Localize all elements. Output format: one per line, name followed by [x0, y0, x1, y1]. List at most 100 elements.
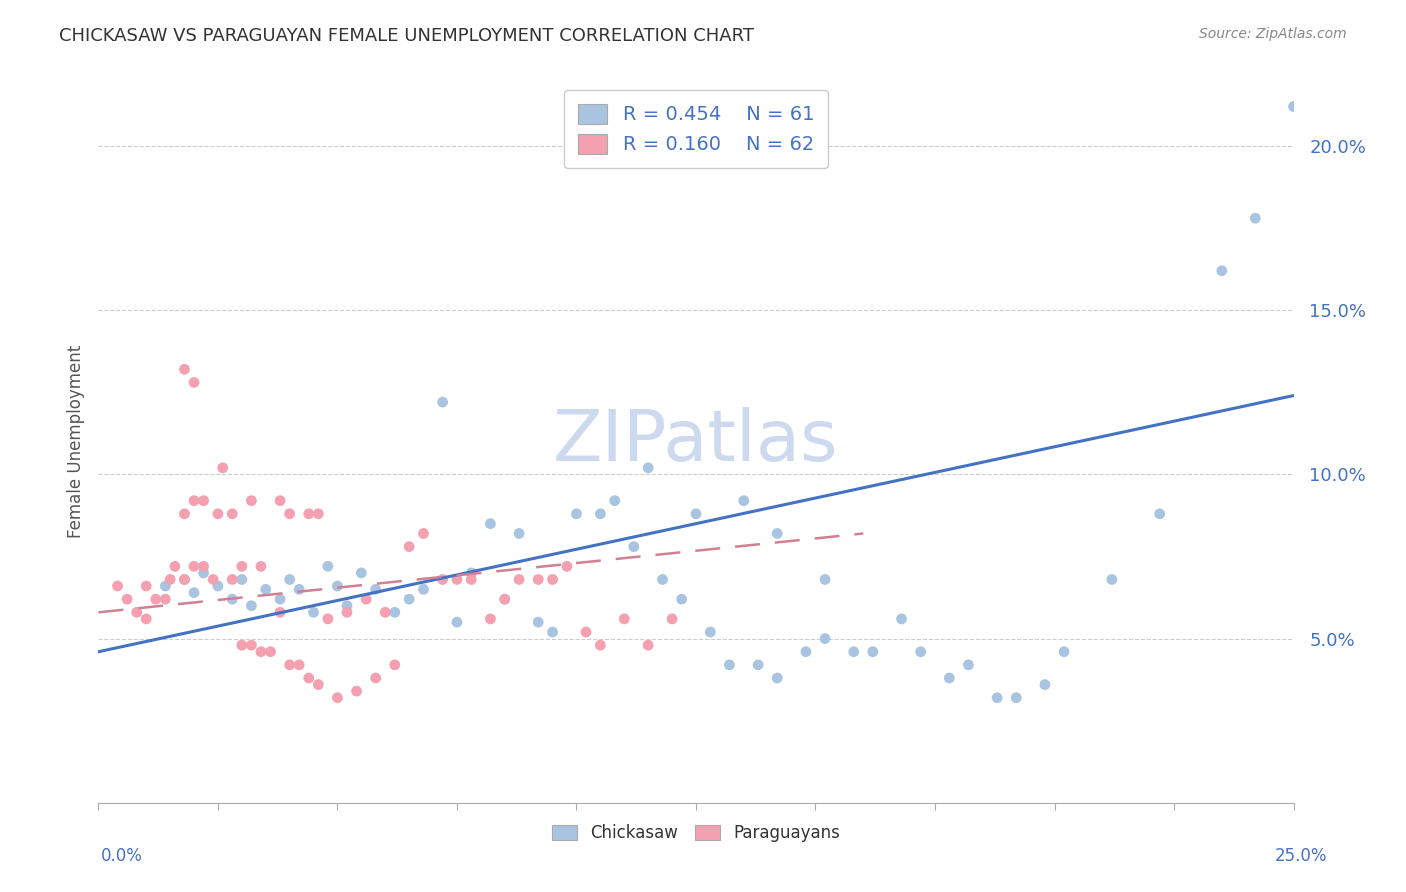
Point	[221, 592, 243, 607]
Point	[173, 362, 195, 376]
Point	[565, 507, 588, 521]
Point	[733, 493, 755, 508]
Point	[231, 573, 253, 587]
Point	[221, 507, 243, 521]
Point	[398, 540, 420, 554]
Point	[637, 638, 659, 652]
Point	[135, 579, 157, 593]
Point	[555, 559, 578, 574]
Point	[125, 605, 148, 619]
Point	[623, 540, 645, 554]
Point	[298, 671, 321, 685]
Point	[183, 493, 205, 508]
Point	[1033, 677, 1056, 691]
Point	[1101, 573, 1123, 587]
Point	[354, 592, 377, 607]
Point	[193, 559, 215, 574]
Text: 25.0%: 25.0%	[1275, 847, 1327, 865]
Point	[193, 493, 215, 508]
Point	[1282, 99, 1305, 113]
Point	[326, 690, 349, 705]
Point	[183, 376, 205, 390]
Point	[637, 460, 659, 475]
Point	[862, 645, 884, 659]
Point	[250, 559, 273, 574]
Point	[766, 671, 789, 685]
Point	[766, 526, 789, 541]
Point	[231, 638, 253, 652]
Point	[446, 573, 468, 587]
Point	[221, 573, 243, 587]
Point	[254, 582, 277, 597]
Point	[603, 493, 626, 508]
Point	[412, 526, 434, 541]
Point	[986, 690, 1008, 705]
Point	[364, 671, 387, 685]
Point	[494, 592, 516, 607]
Point	[374, 605, 396, 619]
Point	[336, 599, 359, 613]
Point	[718, 657, 741, 672]
Point	[1149, 507, 1171, 521]
Point	[173, 507, 195, 521]
Y-axis label: Female Unemployment: Female Unemployment	[66, 345, 84, 538]
Point	[316, 559, 339, 574]
Point	[135, 612, 157, 626]
Point	[479, 516, 502, 531]
Point	[350, 566, 373, 580]
Point	[269, 605, 291, 619]
Point	[240, 493, 263, 508]
Text: 0.0%: 0.0%	[101, 847, 143, 865]
Point	[613, 612, 636, 626]
Text: CHICKASAW VS PARAGUAYAN FEMALE UNEMPLOYMENT CORRELATION CHART: CHICKASAW VS PARAGUAYAN FEMALE UNEMPLOYM…	[59, 27, 754, 45]
Point	[1005, 690, 1028, 705]
Point	[298, 507, 321, 521]
Point	[446, 615, 468, 630]
Point	[479, 612, 502, 626]
Point	[259, 645, 281, 659]
Point	[269, 592, 291, 607]
Point	[115, 592, 138, 607]
Point	[240, 638, 263, 652]
Point	[432, 573, 454, 587]
Point	[288, 657, 311, 672]
Point	[316, 612, 339, 626]
Point	[661, 612, 683, 626]
Point	[183, 585, 205, 599]
Point	[432, 395, 454, 409]
Text: Source: ZipAtlas.com: Source: ZipAtlas.com	[1199, 27, 1347, 41]
Point	[269, 493, 291, 508]
Point	[173, 573, 195, 587]
Point	[527, 615, 550, 630]
Point	[460, 573, 482, 587]
Point	[155, 592, 177, 607]
Point	[207, 507, 229, 521]
Point	[671, 592, 693, 607]
Point	[1053, 645, 1076, 659]
Point	[278, 507, 301, 521]
Point	[288, 582, 311, 597]
Point	[302, 605, 325, 619]
Point	[460, 566, 482, 580]
Legend: Chickasaw, Paraguayans: Chickasaw, Paraguayans	[546, 817, 846, 848]
Point	[527, 573, 550, 587]
Point	[1244, 211, 1267, 226]
Point	[163, 559, 186, 574]
Point	[1211, 264, 1233, 278]
Point	[278, 573, 301, 587]
Point	[202, 573, 225, 587]
Point	[384, 657, 406, 672]
Point	[651, 573, 673, 587]
Point	[938, 671, 960, 685]
Point	[541, 573, 564, 587]
Point	[589, 507, 612, 521]
Point	[326, 579, 349, 593]
Point	[250, 645, 273, 659]
Point	[159, 573, 181, 587]
Point	[747, 657, 769, 672]
Point	[307, 677, 329, 691]
Point	[412, 582, 434, 597]
Point	[685, 507, 707, 521]
Point	[231, 559, 253, 574]
Point	[307, 507, 329, 521]
